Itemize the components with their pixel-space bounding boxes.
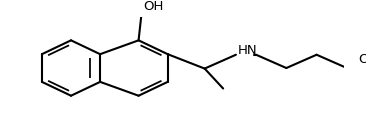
- Text: O: O: [358, 53, 366, 66]
- Text: OH: OH: [143, 0, 163, 13]
- Text: HN: HN: [238, 44, 257, 57]
